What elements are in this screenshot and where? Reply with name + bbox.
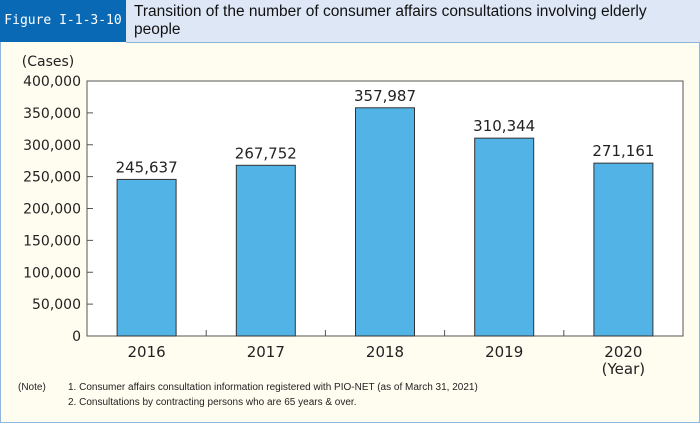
y-tick-label: 150,000: [23, 233, 81, 249]
data-label: 267,752: [235, 144, 297, 162]
title-bar: Transition of the number of consumer aff…: [126, 0, 700, 43]
bar-2017: [235, 164, 296, 337]
y-tick-label: 350,000: [23, 106, 81, 122]
note-2: 2. Consultations by contracting persons …: [68, 397, 357, 408]
note-1: 1. Consumer affairs consultation informa…: [68, 382, 478, 393]
x-tick-label: 2017: [247, 343, 285, 361]
data-label: 245,637: [116, 158, 178, 176]
data-label: 271,161: [592, 142, 654, 160]
y-axis-label: (Cases): [22, 54, 74, 70]
bar-2019: [474, 137, 535, 337]
y-tick-label: 200,000: [23, 202, 81, 218]
notes-label: (Note): [18, 382, 46, 393]
x-tick-label: 2019: [485, 343, 523, 361]
x-tick-label: 2020: [604, 343, 642, 361]
chart-title: Transition of the number of consumer aff…: [134, 3, 647, 38]
y-tick-label: 50,000: [32, 297, 81, 313]
y-tick-label: 300,000: [23, 138, 81, 154]
x-tick-label: 2018: [366, 343, 404, 361]
bar-2018: [355, 107, 415, 337]
data-label: 310,344: [473, 117, 535, 135]
y-tick-label: 250,000: [23, 170, 81, 186]
bar-2016: [116, 178, 177, 337]
x-axis-label: (Year): [602, 360, 645, 378]
data-label: 357,987: [354, 87, 416, 105]
y-tick-label: 100,000: [23, 265, 81, 281]
y-tick-label: 400,000: [23, 74, 81, 90]
bar-2020: [593, 162, 654, 337]
figure-label: Figure I-1-3-10: [0, 0, 126, 42]
x-tick-label: 2016: [128, 343, 166, 361]
y-tick-label: 0: [72, 329, 81, 345]
